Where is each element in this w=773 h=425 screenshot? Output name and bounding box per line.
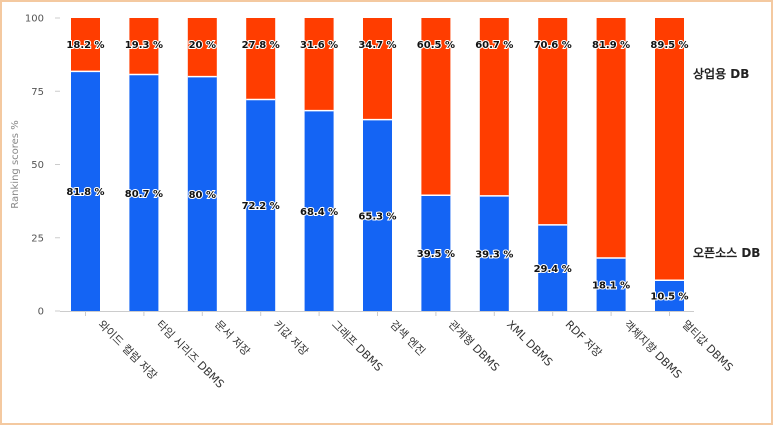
bar-commercial bbox=[655, 18, 684, 281]
data-label-open-source: 39.3 % bbox=[475, 249, 513, 260]
y-tick-label: 0 bbox=[38, 307, 44, 318]
bar-open-source bbox=[655, 280, 684, 311]
bar-commercial bbox=[187, 18, 217, 77]
legend-open-source: 오픈소스 DB bbox=[693, 246, 760, 260]
bar-commercial bbox=[246, 18, 276, 100]
bar-commercial bbox=[304, 18, 334, 111]
x-tick-label: 그래프 DBMS bbox=[329, 318, 385, 374]
bar-open-source bbox=[538, 224, 568, 311]
data-label-open-source: 18.1 % bbox=[592, 280, 630, 291]
x-tick-label: 문서 저장 bbox=[212, 318, 252, 358]
bar-commercial bbox=[363, 18, 392, 120]
data-label-open-source: 72.2 % bbox=[242, 201, 280, 212]
y-axis-label: Ranking scores % bbox=[10, 120, 21, 208]
x-tick-label: 객체지향 DBMS bbox=[621, 318, 684, 381]
data-label-open-source: 29.4 % bbox=[534, 264, 572, 275]
data-label-commercial: 20 % bbox=[189, 40, 216, 51]
data-label-commercial: 81.9 % bbox=[592, 40, 630, 51]
data-label-open-source: 81.8 % bbox=[66, 187, 104, 198]
data-label-commercial: 70.6 % bbox=[534, 40, 572, 51]
y-tick-label: 75 bbox=[31, 87, 44, 98]
legend-commercial: 상업용 DB bbox=[693, 66, 749, 81]
y-tick-label: 25 bbox=[31, 233, 44, 244]
bar-open-source bbox=[479, 195, 509, 311]
legend: 상업용 DB 오픈소스 DB bbox=[693, 66, 760, 260]
data-label-open-source: 39.5 % bbox=[417, 249, 455, 260]
data-label-commercial: 60.5 % bbox=[417, 40, 455, 51]
bar-commercial bbox=[479, 18, 509, 196]
bar-open-source bbox=[421, 195, 451, 311]
bar-open-source bbox=[246, 99, 276, 311]
bar-open-source bbox=[363, 119, 392, 312]
bars bbox=[71, 18, 684, 312]
bar-open-source bbox=[304, 110, 334, 311]
bar-commercial bbox=[71, 18, 100, 72]
data-label-open-source: 10.5 % bbox=[650, 292, 688, 303]
data-label-commercial: 27.8 % bbox=[242, 40, 280, 51]
bar-commercial bbox=[129, 18, 159, 75]
data-label-commercial: 89.5 % bbox=[650, 40, 688, 51]
bar-commercial bbox=[538, 18, 568, 225]
data-label-commercial: 19.3 % bbox=[125, 40, 163, 51]
x-tick-label: XML DBMS bbox=[504, 318, 555, 369]
y-tick-label: 100 bbox=[25, 14, 44, 25]
data-labels: 18.2 % 81.8 % 19.3 % 80.7 % 20 % 80 % 27.8 % 72… bbox=[65, 39, 689, 304]
x-tick-label: 멀티값 DBMS bbox=[679, 318, 735, 374]
data-label-open-source: 80.7 % bbox=[125, 189, 163, 200]
data-label-commercial: 60.7 % bbox=[475, 40, 513, 51]
bar-open-source bbox=[129, 74, 159, 311]
x-tick-label: RDF 저장 bbox=[563, 318, 605, 360]
data-label-commercial: 34.7 % bbox=[358, 40, 396, 51]
x-tick-label: 관계형 DBMS bbox=[446, 318, 502, 374]
bar-commercial bbox=[421, 18, 451, 196]
x-tick-label: 와이드 컬럼 저장 bbox=[95, 318, 159, 382]
data-label-open-source: 68.4 % bbox=[300, 207, 338, 218]
data-label-open-source: 80 % bbox=[189, 190, 216, 201]
bar-commercial bbox=[596, 18, 626, 258]
bar-open-source bbox=[187, 76, 217, 311]
bar-open-source bbox=[71, 71, 100, 312]
x-tick-label: 키값 저장 bbox=[271, 318, 311, 358]
y-axis: 0 25 50 75 100 bbox=[25, 14, 60, 318]
data-label-open-source: 65.3 % bbox=[358, 211, 396, 222]
data-label-commercial: 31.6 % bbox=[300, 40, 338, 51]
y-tick-label: 50 bbox=[31, 160, 44, 171]
bar-open-source bbox=[596, 257, 626, 311]
data-label-commercial: 18.2 % bbox=[66, 40, 104, 51]
x-tick-label: 검색 엔진 bbox=[387, 318, 427, 358]
